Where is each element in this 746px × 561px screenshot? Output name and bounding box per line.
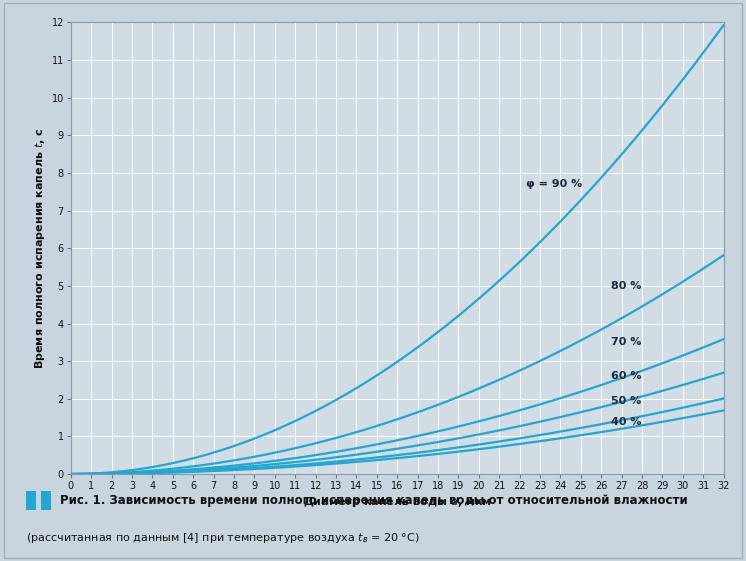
Text: 50 %: 50 % bbox=[612, 397, 642, 406]
Text: (рассчитанная по данным [4] при температуре воздуха $t_{в}$ = 20 °C): (рассчитанная по данным [4] при температ… bbox=[26, 531, 420, 545]
Text: 70 %: 70 % bbox=[612, 337, 642, 347]
Text: 60 %: 60 % bbox=[612, 371, 642, 381]
Y-axis label: Время полного испарения капель $t$, с: Время полного испарения капель $t$, с bbox=[34, 127, 48, 369]
Text: 80 %: 80 % bbox=[612, 281, 642, 291]
Bar bbox=[40, 491, 51, 509]
Bar bbox=[26, 491, 37, 509]
Text: φ = 90 %: φ = 90 % bbox=[526, 180, 582, 189]
Text: 40 %: 40 % bbox=[612, 417, 642, 427]
X-axis label: Диаметр капель воды $d$, мкм: Диаметр капель воды $d$, мкм bbox=[303, 495, 492, 509]
Text: Рис. 1. Зависимость времени полного испарения капель воды от относительной влажн: Рис. 1. Зависимость времени полного испа… bbox=[60, 494, 687, 507]
